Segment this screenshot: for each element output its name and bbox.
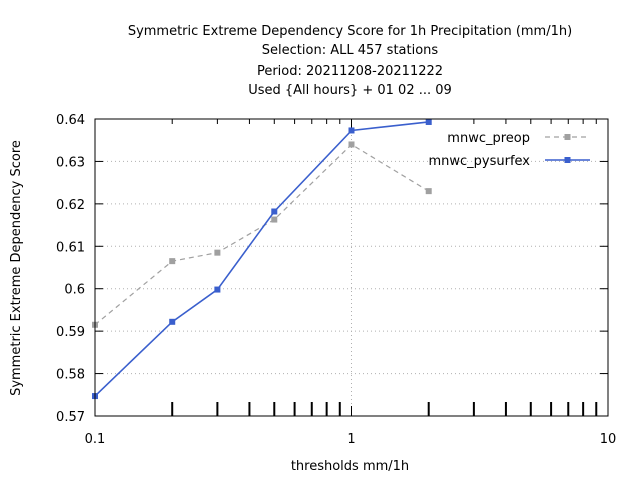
x-tick-label: 1 [347,432,355,447]
y-tick-label: 0.62 [56,198,85,213]
y-tick-label: 0.57 [56,410,85,425]
data-point-mnwc_preop [348,141,355,148]
legend-swatch-marker [564,157,571,163]
y-axis-label: Symmetric Extreme Dependency Score [9,140,24,396]
data-point-mnwc_preop [425,188,432,195]
y-tick-label: 0.63 [56,155,85,170]
series-line-mnwc_preop [94,143,430,326]
y-tick-label: 0.58 [56,368,85,383]
y-tick-label: 0.61 [56,240,85,255]
series-line-mnwc_pysurfex [94,121,429,397]
legend-swatch-marker [564,134,571,140]
grid [95,119,608,416]
plot-frame [94,118,609,417]
x-axis-label: thresholds mm/1h [291,459,409,474]
data-point-mnwc_pysurfex [271,208,278,215]
series-layer [92,118,432,400]
data-point-mnwc_preop [271,216,278,223]
y-tick-label: 0.64 [56,113,85,128]
title-line: Used {All hours} + 01 02 ... 09 [248,83,452,98]
x-tick-label: 0.1 [85,432,106,447]
legend: mnwc_preop mnwc_pysurfex [428,131,590,169]
y-tick-label: 0.59 [56,325,85,340]
legend-label: mnwc_preop [447,131,530,146]
data-point-mnwc_preop [214,249,221,256]
x-tick-label: 10 [600,432,617,447]
data-point-mnwc_pysurfex [348,127,355,134]
data-point-mnwc_pysurfex [169,318,176,325]
chart-title: Symmetric Extreme Dependency Score for 1… [128,24,572,98]
ticks: 0.57 0.58 0.59 0.6 0.61 0.62 0.63 0.64 0.1 1 10 [56,113,616,447]
title-line: Period: 20211208-20211222 [257,64,443,79]
data-point-mnwc_pysurfex [425,118,432,125]
data-point-mnwc_preop [169,258,176,265]
data-point-mnwc_pysurfex [214,286,221,293]
title-line: Selection: ALL 457 stations [262,43,439,58]
title-line: Symmetric Extreme Dependency Score for 1… [128,24,572,39]
legend-label: mnwc_pysurfex [428,154,530,169]
y-tick-label: 0.6 [64,283,85,298]
